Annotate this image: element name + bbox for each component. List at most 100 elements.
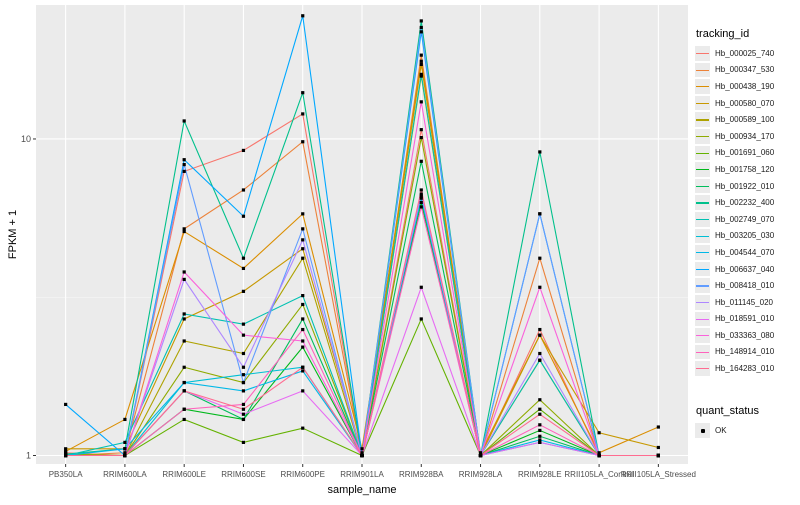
data-point [419, 192, 423, 196]
x-axis-title: sample_name [327, 484, 396, 496]
square-point-icon [701, 429, 705, 433]
legend-item: Hb_002232_400 [694, 194, 798, 211]
data-point [182, 389, 186, 393]
legend-item: Hb_001691_060 [694, 144, 798, 162]
data-point [241, 440, 246, 444]
data-point [182, 365, 186, 369]
data-point [301, 365, 305, 369]
legend-key [694, 144, 711, 162]
legend-label: Hb_001691_060 [715, 148, 775, 158]
data-point [241, 402, 246, 407]
data-point [182, 380, 186, 385]
legend-key [694, 161, 711, 178]
legend-line-swatch [696, 252, 709, 254]
legend-item: Hb_001922_010 [694, 177, 798, 195]
data-point [301, 140, 305, 144]
legend-item: Hb_006637_040 [694, 260, 798, 278]
legend-label: Hb_000580_070 [715, 98, 775, 108]
data-point [538, 256, 542, 260]
data-point [301, 247, 305, 251]
x-tick-label: RRIM600PE [280, 470, 324, 479]
data-point [419, 25, 423, 30]
legend-key [694, 260, 711, 278]
legend-label: Hb_000347_530 [715, 65, 775, 75]
legend-label: Hb_003205_030 [715, 231, 775, 241]
data-point [656, 453, 660, 458]
legend-key [694, 194, 711, 211]
legend-key [694, 343, 711, 361]
data-point [538, 438, 542, 442]
data-point [241, 289, 246, 293]
data-point [241, 148, 246, 153]
legend-label: Hb_000934_170 [715, 131, 775, 141]
shape-legend-item: OK [694, 422, 798, 439]
data-point [301, 112, 305, 116]
data-point [538, 407, 542, 411]
data-point [419, 100, 423, 104]
data-point [301, 345, 305, 349]
x-tick-label: RRIM901LA [340, 470, 384, 479]
data-point [241, 412, 246, 416]
legend-line-swatch [696, 351, 709, 353]
data-point [538, 440, 542, 444]
x-tick-label: RRIM928LA [459, 470, 503, 479]
legend-line-swatch [696, 119, 709, 121]
legend-label: Hb_006637_040 [715, 264, 775, 274]
data-point [301, 317, 305, 321]
data-point [419, 62, 423, 67]
legend-key [694, 310, 711, 328]
legend-label: Hb_000589_100 [715, 115, 775, 125]
legend-line-swatch [696, 69, 709, 71]
data-point [182, 162, 186, 167]
legend-line-swatch [696, 268, 709, 270]
shape-legend-key [694, 422, 711, 439]
legend-key [694, 293, 711, 311]
data-point [182, 169, 186, 173]
legend-title: tracking_id [696, 28, 750, 40]
data-point [182, 119, 186, 123]
x-tick-label: RRIM600LA [103, 470, 147, 479]
data-point [360, 451, 364, 455]
data-point [182, 227, 186, 231]
data-point [123, 417, 127, 422]
data-point [301, 14, 305, 18]
data-point [241, 365, 246, 369]
data-point [301, 91, 305, 95]
legend-line-swatch [696, 318, 709, 320]
legend-item: Hb_148914_010 [694, 343, 798, 361]
data-point [538, 423, 542, 427]
shape-legend-label: OK [715, 425, 727, 435]
data-point [419, 136, 423, 140]
legend-item: Hb_004544_070 [694, 244, 798, 261]
data-point [597, 451, 601, 455]
data-point [301, 339, 305, 343]
data-point [419, 194, 423, 198]
legend-label: Hb_033363_080 [715, 330, 775, 340]
data-point [597, 453, 601, 458]
legend-key [694, 45, 711, 62]
legend-key [694, 111, 711, 128]
legend-label: Hb_001922_010 [715, 181, 775, 191]
data-point [419, 19, 423, 23]
data-point [123, 451, 127, 455]
legend-label: Hb_000438_190 [715, 81, 775, 91]
data-point [419, 205, 423, 209]
data-point [301, 302, 305, 307]
data-point [301, 369, 305, 373]
legend-key [694, 244, 711, 261]
legend-item: Hb_000580_070 [694, 94, 798, 112]
data-point [301, 389, 305, 393]
legend-item: Hb_000934_170 [694, 127, 798, 145]
data-point [64, 449, 68, 454]
data-point [241, 351, 246, 356]
data-point [419, 196, 423, 200]
data-point [538, 412, 542, 416]
data-point [538, 327, 542, 332]
legend-key [694, 210, 711, 228]
data-point [241, 322, 246, 326]
data-point [182, 317, 186, 321]
legend-item: Hb_000589_100 [694, 111, 798, 128]
data-point [241, 266, 246, 271]
legend-key [694, 78, 711, 95]
